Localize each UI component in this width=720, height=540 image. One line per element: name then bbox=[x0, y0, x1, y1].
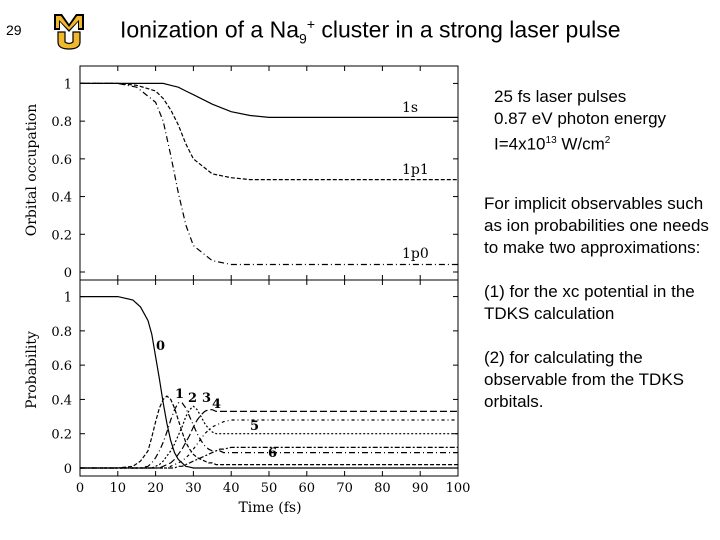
top-ytick-label: 1 bbox=[64, 77, 72, 92]
top-axes: 0 0.2 0.4 0.6 0.8 1 1s 1p1 1p0 bbox=[51, 65, 459, 281]
top-series-1p1 bbox=[80, 82, 458, 181]
bottom-series-6 bbox=[80, 446, 458, 469]
top-ytick-label: 0.6 bbox=[51, 153, 72, 168]
top-ytick-label: 0.4 bbox=[51, 191, 72, 206]
bottom-series-label-1: 1 bbox=[175, 387, 184, 402]
bottom-series-label-5: 5 bbox=[250, 419, 259, 434]
xtick-label: 10 bbox=[110, 481, 127, 496]
bottom-ytick-label: 0.2 bbox=[51, 428, 72, 443]
top-series-label-2: 1p0 bbox=[402, 246, 429, 262]
bottom-series-label-6: 6 bbox=[268, 446, 277, 461]
slide-number: 29 bbox=[6, 22, 22, 38]
laser-intensity: I=4x1013 W/cm2 bbox=[494, 134, 611, 154]
bottom-ytick-label: 0.6 bbox=[51, 359, 72, 374]
top-series-1p0 bbox=[80, 82, 458, 266]
xtick-label: 100 bbox=[446, 481, 471, 496]
xtick-label: 60 bbox=[299, 481, 316, 496]
bottom-ylabel: Probability bbox=[24, 331, 40, 409]
top-series-1s bbox=[80, 82, 458, 119]
xtick-label: 80 bbox=[374, 481, 391, 496]
bottom-series-label-3: 3 bbox=[202, 391, 211, 406]
xtick-label: 90 bbox=[412, 481, 429, 496]
top-series-label-1: 1p1 bbox=[402, 162, 429, 178]
xtick-label: 20 bbox=[147, 481, 164, 496]
note-approx-2: (2) for calculating the observable from … bbox=[484, 348, 684, 411]
bottom-series-3 bbox=[80, 405, 458, 469]
top-ytick-label: 0.8 bbox=[51, 115, 72, 130]
pulse-duration: 25 fs laser pulses bbox=[494, 87, 627, 106]
xtick-label: 30 bbox=[185, 481, 202, 496]
bottom-series-0 bbox=[80, 296, 458, 469]
bottom-series-label-2: 2 bbox=[188, 391, 197, 406]
xtick-label: 40 bbox=[223, 481, 240, 496]
photon-energy: 0.87 eV photon energy bbox=[494, 109, 667, 128]
university-logo bbox=[52, 12, 86, 50]
bottom-ytick-label: 1 bbox=[64, 291, 72, 306]
top-ylabel: Orbital occupation bbox=[24, 104, 40, 237]
slide-title: Ionization of a Na9+ cluster in a strong… bbox=[120, 16, 621, 47]
pulse-parameters: 25 fs laser pulses 0.87 eV photon energy… bbox=[494, 86, 666, 156]
bottom-ytick-label: 0 bbox=[64, 462, 72, 477]
bottom-series-label-4: 4 bbox=[212, 397, 221, 412]
bottom-ytick-label: 0.8 bbox=[51, 325, 72, 340]
bottom-series-label-0: 0 bbox=[156, 339, 165, 354]
xtick-label: 70 bbox=[336, 481, 353, 496]
bottom-series-1 bbox=[80, 395, 458, 469]
note-approx-1: (1) for the xc potential in the TDKS cal… bbox=[484, 282, 695, 323]
top-ytick-label: 0.2 bbox=[51, 228, 72, 243]
notes: For implicit observables such as ion pro… bbox=[484, 193, 716, 435]
xtick-label: 50 bbox=[261, 481, 278, 496]
bottom-ytick-label: 0.4 bbox=[51, 393, 72, 408]
xtick-label: 0 bbox=[76, 481, 84, 496]
note-intro: For implicit observables such as ion pro… bbox=[484, 194, 709, 257]
x-axis-label: Time (fs) bbox=[238, 500, 301, 516]
top-ytick-label: 0 bbox=[64, 266, 72, 281]
top-series-label-0: 1s bbox=[402, 100, 418, 116]
